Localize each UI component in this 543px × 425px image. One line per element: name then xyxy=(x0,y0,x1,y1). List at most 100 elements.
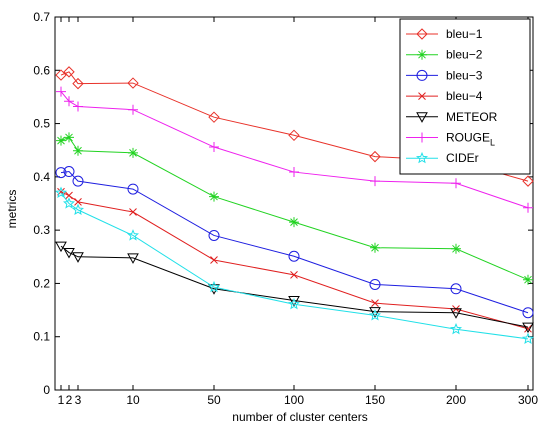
marker-triangle xyxy=(55,241,67,253)
legend-item: bleu−3 xyxy=(406,68,483,82)
marker-x xyxy=(418,92,426,100)
marker-diamond xyxy=(55,69,67,81)
marker-plus xyxy=(209,142,219,153)
x-tick-label: 50 xyxy=(207,393,221,407)
y-axis-label: metrics xyxy=(5,190,19,229)
marker-triangle xyxy=(450,308,462,319)
marker-diamond xyxy=(63,66,75,78)
marker-plus xyxy=(56,86,66,97)
legend-label: bleu−1 xyxy=(446,27,483,41)
x-tick-label: 1 xyxy=(58,393,65,407)
marker-asterisk xyxy=(417,49,427,60)
series-3 xyxy=(55,166,534,319)
y-tick-label: 0.5 xyxy=(33,117,50,131)
legend-label: ROUGEL xyxy=(446,131,495,148)
marker-asterisk xyxy=(209,191,219,202)
marker-asterisk xyxy=(289,217,299,228)
series-group xyxy=(55,66,535,344)
x-tick-label: 300 xyxy=(518,393,538,407)
x-tick-label: 2 xyxy=(66,393,73,407)
legend-item: bleu−4 xyxy=(406,89,483,103)
marker-star xyxy=(63,197,75,209)
marker-star xyxy=(369,309,381,321)
series-line xyxy=(60,192,529,340)
x-axis-label: number of cluster centers xyxy=(232,410,367,424)
marker-x xyxy=(371,299,379,307)
marker-star xyxy=(521,332,535,344)
legend-item: bleu−2 xyxy=(406,48,483,62)
legend-label-subscript: L xyxy=(490,138,495,148)
marker-circle xyxy=(416,69,428,81)
marker-asterisk xyxy=(370,242,380,253)
marker-plus xyxy=(73,101,83,112)
x-tick-label: 100 xyxy=(284,393,304,407)
y-tick-label: 0.1 xyxy=(33,330,50,344)
marker-star xyxy=(416,151,428,164)
marker-asterisk xyxy=(56,135,66,146)
marker-diamond xyxy=(72,77,84,90)
marker-plus xyxy=(289,167,299,178)
series-2 xyxy=(56,132,533,285)
y-tick-label: 0.3 xyxy=(33,223,50,237)
marker-plus xyxy=(64,96,74,107)
marker-plus xyxy=(417,132,427,143)
marker-circle xyxy=(208,229,220,241)
legend-label: CIDEr xyxy=(446,151,479,165)
marker-triangle xyxy=(522,322,534,334)
legend-label: bleu−3 xyxy=(446,68,483,82)
x-tick-label: 10 xyxy=(126,393,140,407)
legend-label: bleu−4 xyxy=(446,89,483,103)
marker-diamond xyxy=(522,175,534,187)
marker-triangle xyxy=(127,253,139,264)
y-tick-label: 0.6 xyxy=(33,63,50,77)
marker-plus xyxy=(370,176,380,187)
series-4 xyxy=(57,187,532,333)
legend-label: METEOR xyxy=(446,110,498,124)
series-line xyxy=(60,245,529,328)
legend-item: METEOR xyxy=(406,110,498,124)
series-5 xyxy=(55,241,534,334)
marker-x xyxy=(65,191,73,200)
marker-plus xyxy=(128,104,138,115)
legend-label: bleu−2 xyxy=(446,48,483,62)
marker-asterisk xyxy=(73,145,83,156)
marker-x xyxy=(290,271,298,279)
marker-triangle xyxy=(416,112,428,123)
marker-asterisk xyxy=(451,243,461,254)
marker-star xyxy=(450,322,462,335)
marker-diamond xyxy=(127,77,139,89)
marker-asterisk xyxy=(128,147,138,158)
x-tick-label: 200 xyxy=(446,393,466,407)
marker-plus xyxy=(523,202,533,213)
marker-plus xyxy=(451,178,461,189)
marker-circle xyxy=(450,283,462,295)
marker-x xyxy=(210,256,218,264)
legend: bleu−1 bleu−2 bleu−3 bleu−4 METEOR ROUGEL CIDE… xyxy=(399,18,531,175)
marker-star xyxy=(288,297,300,310)
marker-triangle xyxy=(369,307,381,318)
marker-asterisk xyxy=(64,132,74,143)
marker-circle xyxy=(63,166,75,178)
marker-circle xyxy=(127,183,139,195)
marker-star xyxy=(55,186,67,198)
y-tick-label: 0.2 xyxy=(33,276,50,290)
marker-x xyxy=(129,208,137,216)
marker-asterisk xyxy=(523,274,533,285)
legend-item: ROUGEL xyxy=(406,131,495,148)
marker-diamond xyxy=(208,111,220,123)
marker-diamond xyxy=(369,150,381,163)
marker-star xyxy=(207,280,221,293)
marker-circle xyxy=(369,278,381,290)
series-6 xyxy=(56,86,533,213)
marker-x xyxy=(74,198,82,206)
marker-circle xyxy=(288,250,300,262)
y-tick-label: 0.7 xyxy=(33,10,50,24)
marker-star xyxy=(127,229,139,241)
marker-circle xyxy=(522,307,534,319)
marker-triangle xyxy=(72,252,84,263)
y-tick-label: 0 xyxy=(43,383,50,397)
series-7 xyxy=(55,186,535,344)
marker-circle xyxy=(72,175,84,187)
marker-triangle xyxy=(63,248,75,259)
